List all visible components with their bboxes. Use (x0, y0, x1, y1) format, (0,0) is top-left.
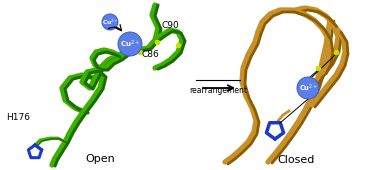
Circle shape (118, 32, 142, 56)
Text: Open: Open (85, 154, 115, 164)
Text: Closed: Closed (277, 155, 315, 165)
Circle shape (297, 77, 319, 99)
Text: H176: H176 (6, 113, 30, 122)
Circle shape (102, 14, 118, 30)
Text: Cu$^{2+}$: Cu$^{2+}$ (101, 17, 118, 27)
Text: C86: C86 (141, 50, 159, 59)
Text: Cu$^{2+}$: Cu$^{2+}$ (299, 82, 317, 94)
Text: rearrangement: rearrangement (189, 86, 247, 95)
Text: C90: C90 (162, 21, 180, 30)
Text: Cu$^{2+}$: Cu$^{2+}$ (120, 38, 140, 50)
